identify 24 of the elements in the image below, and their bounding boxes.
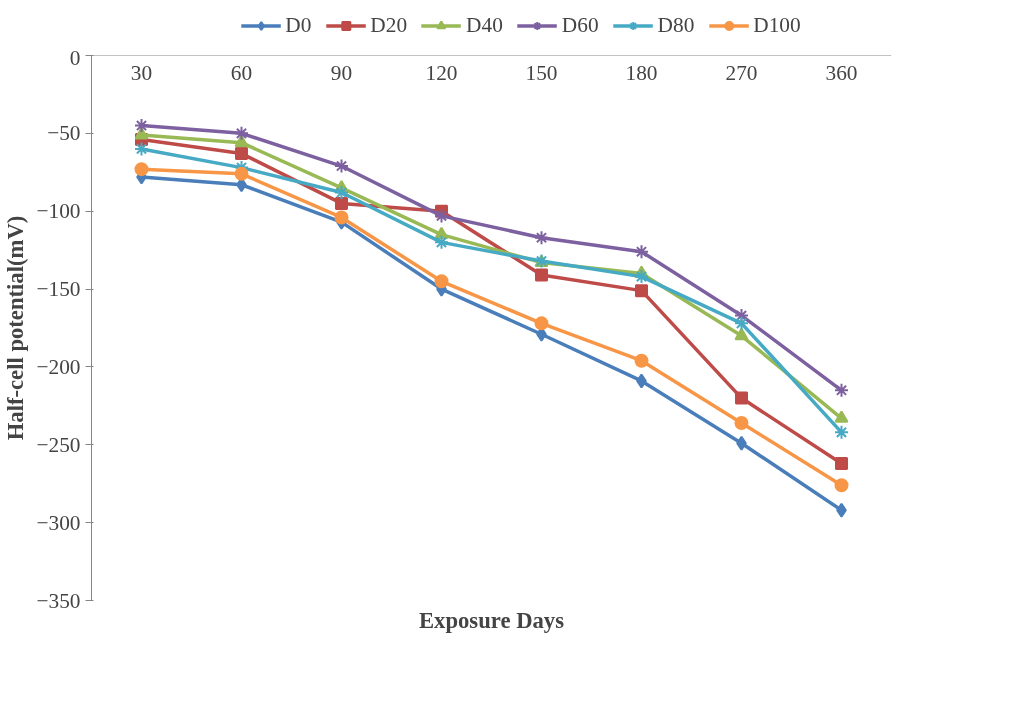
x-tick-label: 30 <box>130 60 153 85</box>
legend-label: D80 <box>657 12 695 38</box>
legend-label: D60 <box>561 12 599 38</box>
y-tick-label: −50 <box>47 121 81 146</box>
x-tick-label: 150 <box>525 60 558 85</box>
x-tick-label: 270 <box>725 60 758 85</box>
y-tick-label: −150 <box>36 277 81 302</box>
y-tick-label: −300 <box>36 510 81 535</box>
x-tick-label: 90 <box>330 60 353 85</box>
y-tick-label: 0 <box>69 45 81 70</box>
y-tick-label: −200 <box>36 354 81 379</box>
y-tick-label: −350 <box>36 588 81 613</box>
y-tick-label: −100 <box>36 199 81 224</box>
y-axis-title: Half-cell potential(mV) <box>3 215 29 441</box>
x-axis-title: Exposure Days <box>419 607 565 633</box>
x-tick-label: 180 <box>625 60 658 85</box>
y-tick-label: −250 <box>36 432 81 457</box>
x-tick-label: 60 <box>230 60 253 85</box>
x-tick-label: 360 <box>825 60 858 85</box>
legend-label: D40 <box>466 12 503 38</box>
legend-label: D20 <box>370 12 408 38</box>
legend-label: D100 <box>753 12 801 38</box>
x-tick-label: 120 <box>425 60 458 85</box>
legend-label: D0 <box>285 12 312 38</box>
